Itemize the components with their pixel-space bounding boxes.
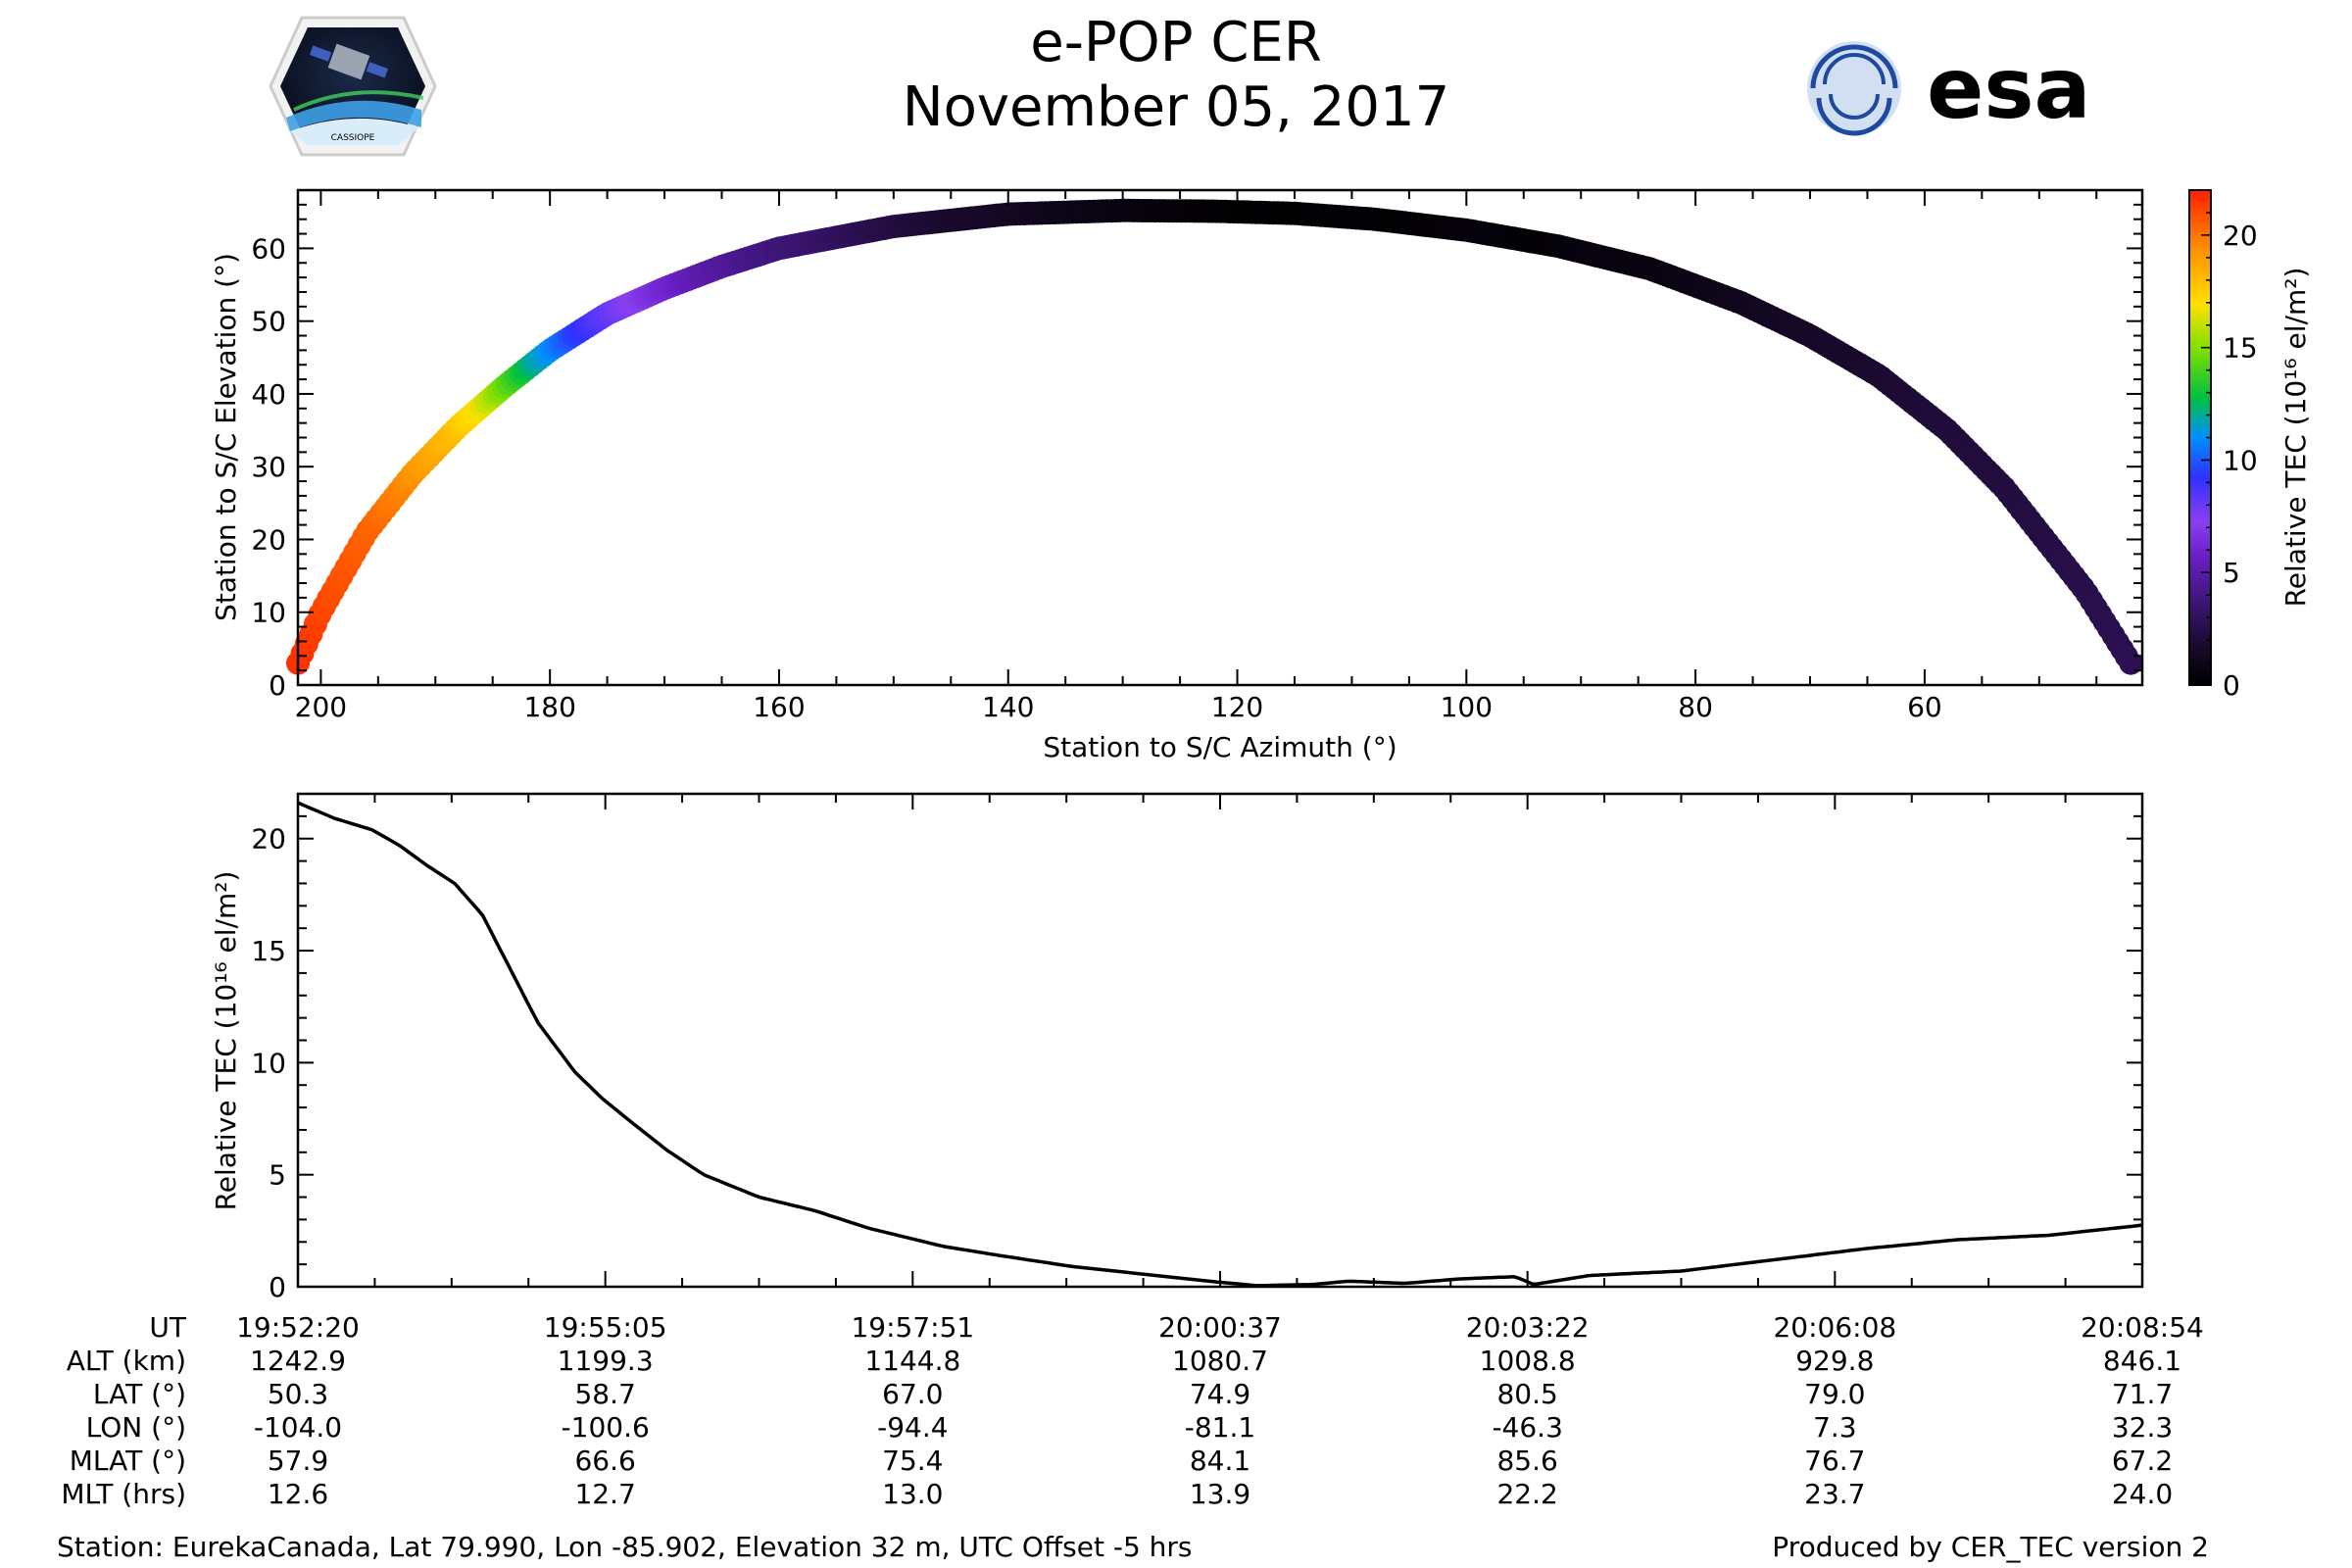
x-tick-label: 60 [1907,691,1942,723]
table-cell: 12.6 [268,1478,328,1510]
top-y-axis-label: Station to S/C Elevation (°) [210,253,242,621]
station-info: Station: EurekaCanada, Lat 79.990, Lon -… [57,1531,1193,1563]
table-cell: 74.9 [1190,1378,1250,1410]
row-label: UT [149,1311,186,1344]
table-cell: 80.5 [1496,1378,1557,1410]
y-tick-label: 10 [251,1047,286,1079]
tec-series-line [297,801,2143,1288]
x-tick-label: 200 [295,691,347,723]
table-cell: -94.4 [877,1411,948,1444]
table-cell: 67.2 [2112,1445,2173,1477]
top-x-axis: 200 180 160 140 120 100 80 60 [295,190,2098,723]
table-cell: 79.0 [1804,1378,1865,1410]
y-tick-label: 50 [251,306,286,338]
y-tick-label: 5 [269,1159,286,1192]
x-tick-label: 180 [523,691,575,723]
esa-logo-text: esa [1927,40,2091,138]
y-tick-label: 30 [251,451,286,483]
y-tick-label: 15 [251,935,286,967]
y-tick-label: 40 [251,378,286,411]
x-tick-label: 140 [982,691,1034,723]
table-cell: 66.6 [574,1445,635,1477]
track-point [2119,651,2143,675]
table-cell: 57.9 [268,1445,328,1477]
table-cell: 22.2 [1496,1478,1557,1510]
table-cell: 75.4 [882,1445,943,1477]
bottom-x-axis [297,794,2143,1287]
y-tick-label: 0 [269,1271,286,1303]
colorbar-label: Relative TEC (10¹⁶ el/m²) [2279,268,2312,608]
cassiope-logo-text: CASSIOPE [331,133,375,143]
table-cell: 50.3 [268,1378,328,1410]
table-cell: 19:57:51 [851,1311,974,1344]
bottom-y-axis-label: Relative TEC (10¹⁶ el/m²) [210,871,242,1211]
table-cell: -104.0 [254,1411,342,1444]
table-cell: 1242.9 [250,1345,346,1377]
table-cell: 71.7 [2112,1378,2173,1410]
table-cell: 1080.7 [1172,1345,1268,1377]
table-cell: 846.1 [2103,1345,2181,1377]
table-cell: 23.7 [1804,1478,1865,1510]
bottom-y-axis: 0 5 10 15 20 [251,793,2142,1303]
table-cell: -81.1 [1185,1411,1255,1444]
colorbar-tick-label: 5 [2223,557,2240,589]
satellite-track [286,198,2143,675]
table-cell: 32.3 [2112,1411,2173,1444]
produced-by: Produced by CER_TEC version 2 [1772,1531,2209,1563]
esa-logo: esa [1807,40,2091,138]
y-tick-label: 10 [251,597,286,629]
tec-time-panel: 0 5 10 15 20 Relative TEC (10¹⁶ el/m²) [210,792,2144,1303]
y-tick-label: 20 [251,823,286,856]
table-cell: 67.0 [882,1378,943,1410]
row-label: LON (°) [86,1411,186,1444]
top-y-axis: 0 10 20 30 40 50 60 [251,189,2142,702]
table-cell: 929.8 [1795,1345,1874,1377]
bottom-plot-frame [296,792,2144,1289]
table-cell: 58.7 [574,1378,635,1410]
table-cell: 84.1 [1190,1445,1250,1477]
row-label: MLAT (°) [70,1445,186,1477]
table-cell: 1008.8 [1480,1345,1576,1377]
top-x-axis-label: Station to S/C Azimuth (°) [1043,731,1396,763]
y-tick-label: 20 [251,523,286,556]
colorbar-tick-label: 20 [2223,220,2258,252]
chart-title-line2: November 05, 2017 [902,75,1450,139]
colorbar-tick-label: 0 [2223,669,2240,702]
cassiope-logo: CASSIOPE [269,16,437,157]
x-tick-label: 80 [1678,691,1713,723]
x-tick-label: 160 [753,691,805,723]
top-plot-frame [296,188,2144,687]
table-cell: 19:55:05 [544,1311,667,1344]
x-tick-label: 100 [1441,691,1493,723]
row-label: MLT (hrs) [61,1478,186,1510]
table-cell: 20:06:08 [1773,1311,1896,1344]
y-tick-label: 0 [269,669,286,702]
colorbar-axis: 0 5 10 15 20 [2201,189,2258,702]
x-tick-label: 120 [1211,691,1263,723]
table-cell: 24.0 [2112,1478,2173,1510]
chart-title-line1: e-POP CER [1030,11,1322,74]
row-label: LAT (°) [93,1378,186,1410]
table-cell: 20:08:54 [2081,1311,2204,1344]
row-label: ALT (km) [67,1345,186,1377]
colorbar-tick-label: 15 [2223,332,2258,365]
table-cell: 12.7 [574,1478,635,1510]
table-cell: 20:03:22 [1466,1311,1590,1344]
table-cell: 20:00:37 [1158,1311,1282,1344]
table-cell: 76.7 [1804,1445,1865,1477]
table-cell: 19:52:20 [236,1311,360,1344]
table-cell: -100.6 [562,1411,650,1444]
table-cell: 85.6 [1496,1445,1557,1477]
colorbar-tick-label: 10 [2223,444,2258,476]
table-cell: -46.3 [1492,1411,1562,1444]
y-tick-label: 60 [251,232,286,265]
table-cell: 13.9 [1190,1478,1250,1510]
table-cell: 1199.3 [558,1345,654,1377]
table-cell: 1144.8 [864,1345,960,1377]
table-cell: 13.0 [882,1478,943,1510]
table-cell: 7.3 [1813,1411,1857,1444]
